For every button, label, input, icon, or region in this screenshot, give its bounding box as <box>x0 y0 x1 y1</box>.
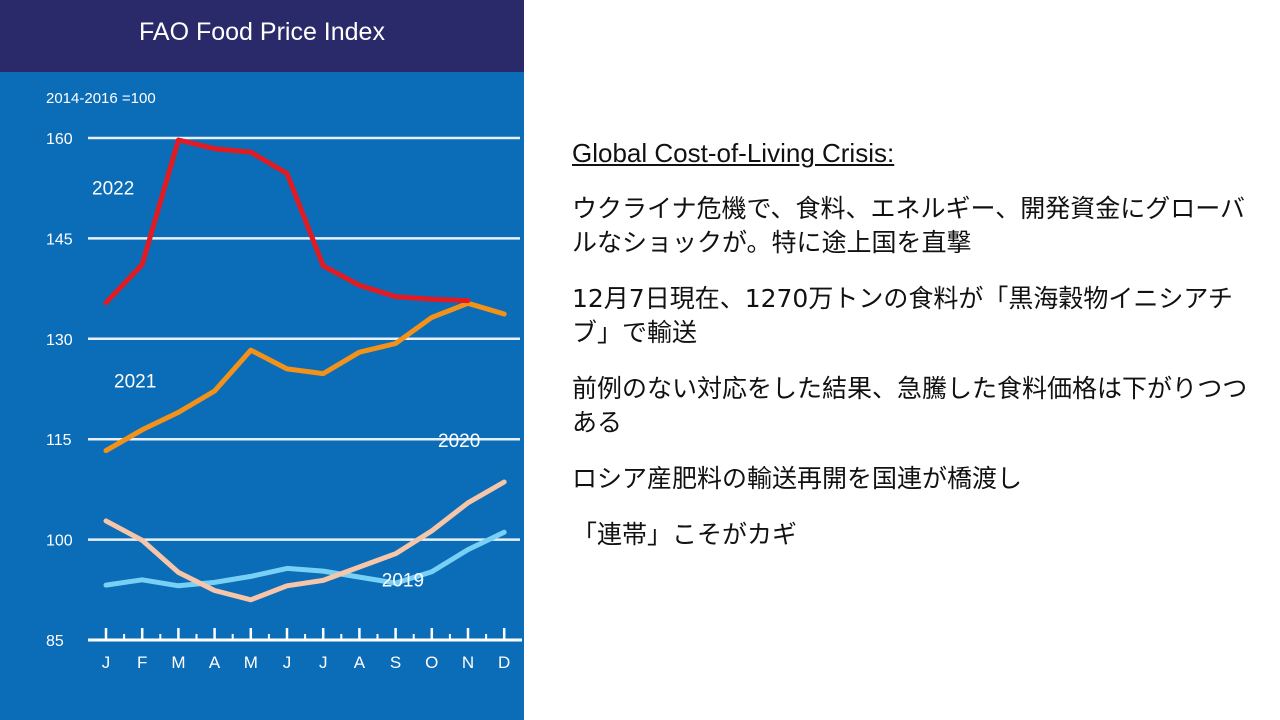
chart-subtitle: 2014-2016 =100 <box>46 90 156 107</box>
series-label-2022: 2022 <box>92 179 134 200</box>
x-tick-label: N <box>462 653 474 672</box>
chart-header <box>0 0 524 72</box>
series-line-2020 <box>103 479 507 603</box>
text-panel: Global Cost-of-Living Crisis: ウクライナ危機で、食… <box>572 136 1262 574</box>
paragraph-black-sea-initiative: 12月7日現在、1270万トンの食料が「黒海穀物イニシアチブ」で輸送 <box>572 284 1233 347</box>
heading: Global Cost-of-Living Crisis: <box>572 138 895 168</box>
series-line-2021 <box>103 300 507 454</box>
x-tick-label: J <box>283 653 292 672</box>
y-tick-label: 145 <box>46 231 73 248</box>
x-tick-label: F <box>137 653 147 672</box>
chart-panel: FAO Food Price Index 2014-2016 =100 160 14… <box>0 0 524 720</box>
x-tick-label: M <box>171 653 185 672</box>
series-label-2019: 2019 <box>382 571 424 592</box>
y-tick-label: 130 <box>46 332 73 349</box>
series-line-2022 <box>103 137 471 306</box>
x-tick-label: A <box>354 653 366 672</box>
series-label-2021: 2021 <box>114 372 156 393</box>
paragraph-food-prices: 前例のない対応をした結果、急騰した食料価格は下がりつつある <box>572 374 1248 437</box>
x-tick-label: J <box>319 653 328 672</box>
x-tick-label: S <box>390 653 401 672</box>
x-tick-label: J <box>102 653 111 672</box>
chart-title: FAO Food Price Index <box>139 18 385 46</box>
paragraph-solidarity: 「連帯」こそがカギ <box>572 520 798 549</box>
y-tick-label: 115 <box>46 432 72 449</box>
series-line-2019 <box>103 529 507 589</box>
x-tick-label: M <box>244 653 258 672</box>
y-tick-label: 85 <box>46 633 64 650</box>
x-tick-label: A <box>209 653 221 672</box>
x-tick-label: D <box>498 653 510 672</box>
paragraph-fertilizer: ロシア産肥料の輸送再開を国連が橋渡し <box>572 464 1023 493</box>
series-label-2020: 2020 <box>438 431 480 452</box>
line-chart: 2014-2016 =100 160 145 130 115 100 85 J F M A M J J A S… <box>46 90 522 672</box>
y-tick-label: 160 <box>46 131 73 148</box>
paragraph-ukraine-crisis: ウクライナ危機で、食料、エネルギー、開発資金にグローバルなショックが。特に途上国… <box>572 194 1246 257</box>
x-tick-label: O <box>425 653 438 672</box>
y-tick-label: 100 <box>46 533 73 550</box>
